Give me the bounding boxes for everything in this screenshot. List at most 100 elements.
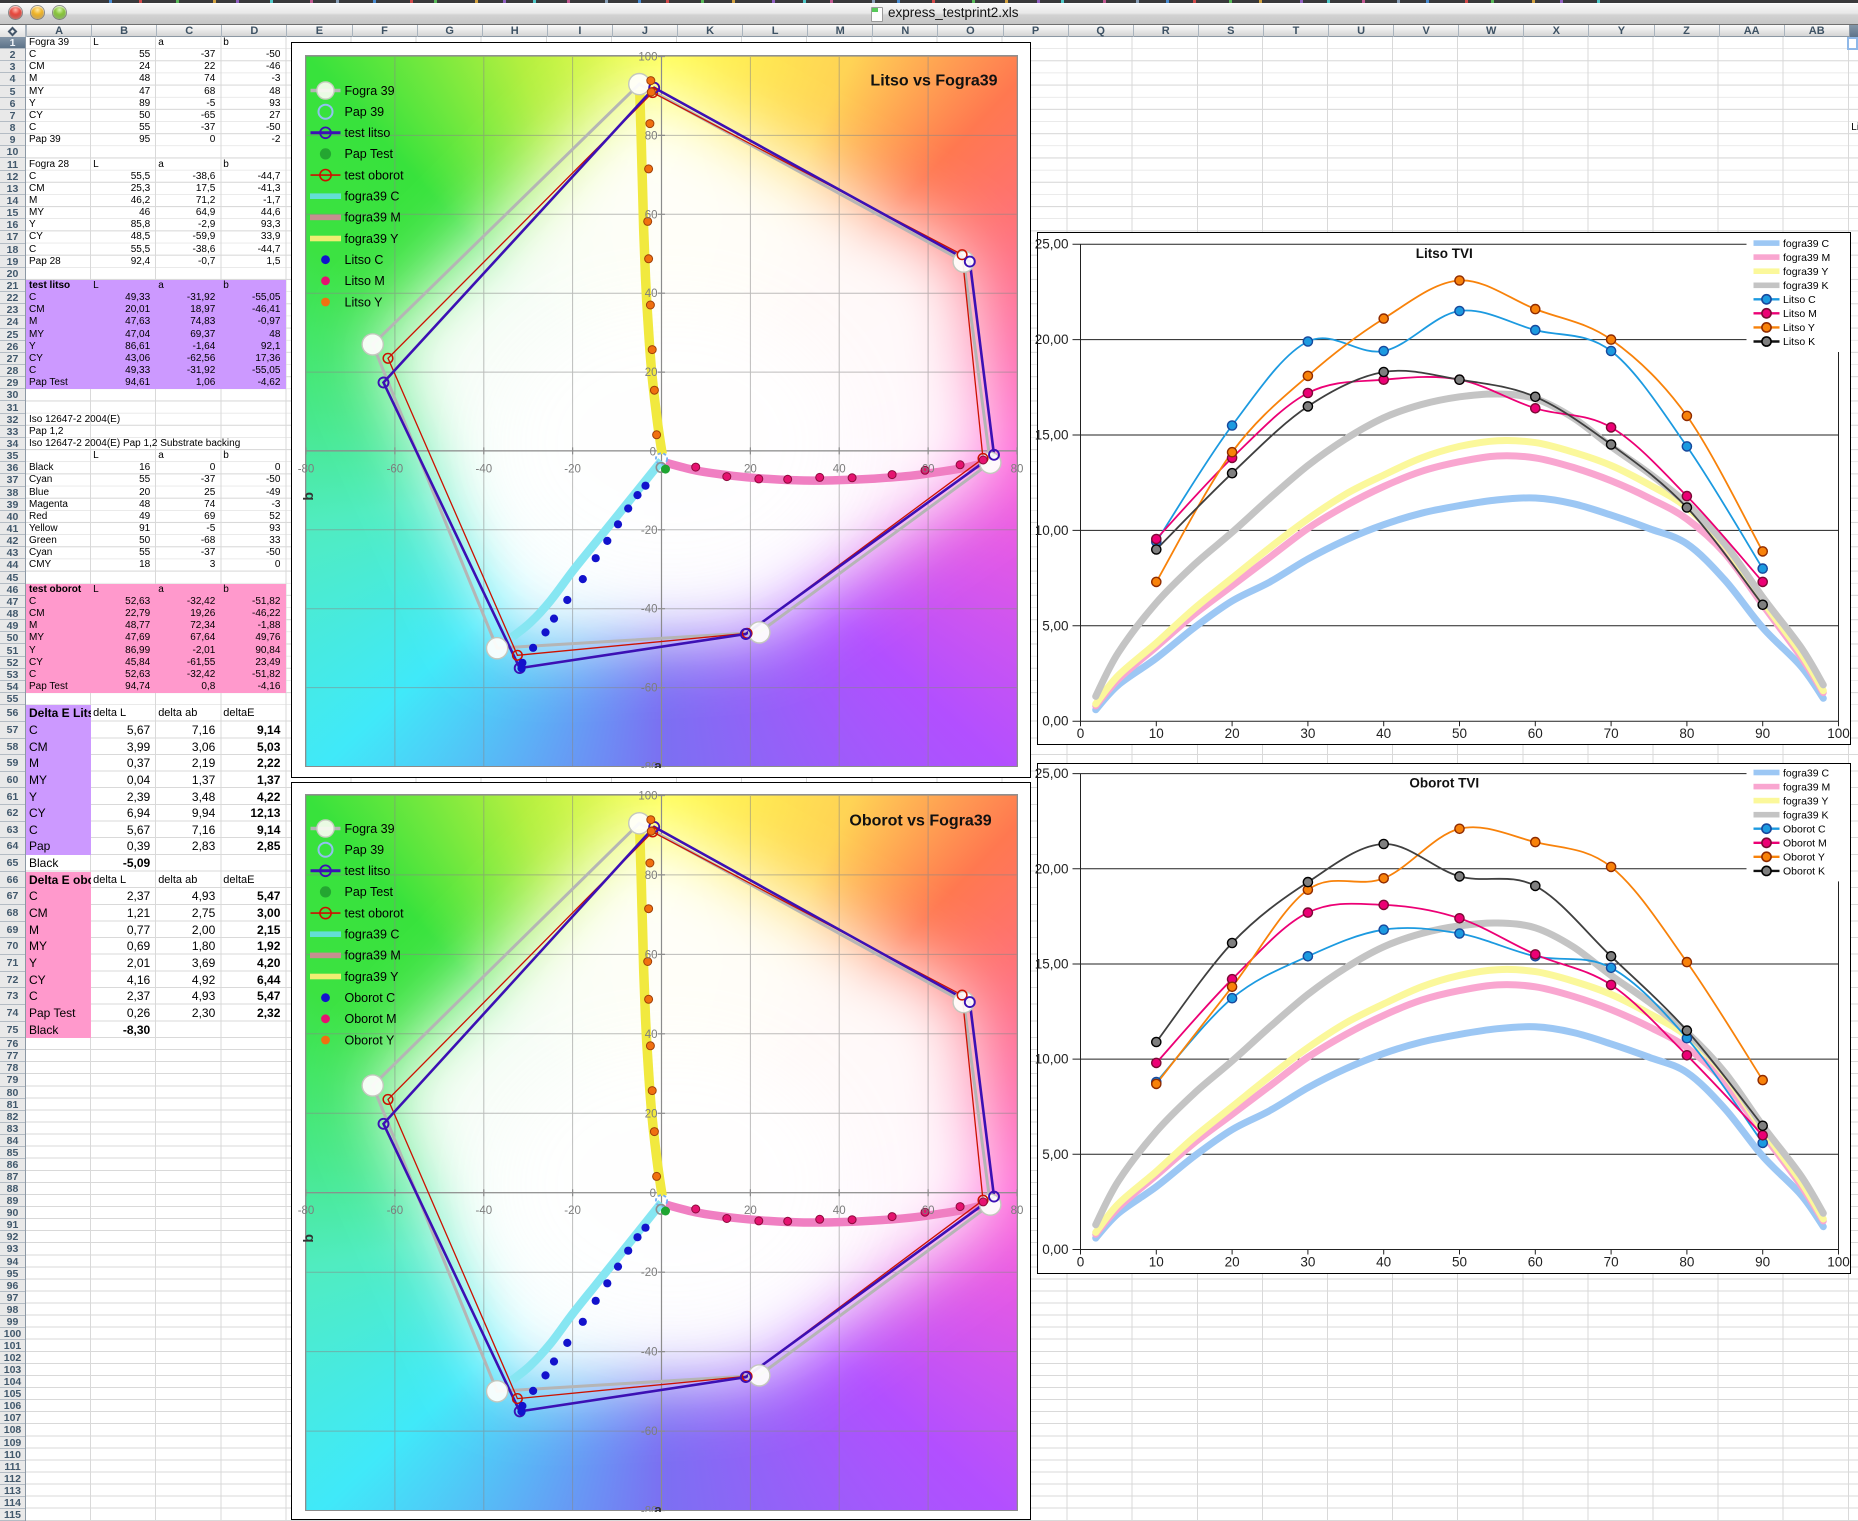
svg-text:test oborot: test oborot [344, 906, 404, 920]
svg-text:Pap 39: Pap 39 [344, 105, 384, 119]
svg-text:20: 20 [644, 367, 657, 379]
svg-text:Oborot C: Oborot C [344, 991, 395, 1005]
svg-text:Pap Test: Pap Test [344, 147, 393, 161]
svg-text:50: 50 [1451, 1254, 1466, 1269]
svg-text:Oborot M: Oborot M [344, 1012, 396, 1026]
svg-text:100: 100 [1827, 727, 1850, 742]
svg-text:fogra39 Y: fogra39 Y [344, 969, 399, 983]
svg-text:80: 80 [1679, 727, 1694, 742]
svg-text:Litso M: Litso M [344, 274, 384, 288]
svg-text:40: 40 [644, 288, 657, 300]
svg-text:40: 40 [644, 1028, 657, 1040]
svg-text:test oborot: test oborot [344, 168, 404, 182]
svg-text:-40: -40 [475, 463, 492, 475]
svg-text:Fogra 39: Fogra 39 [344, 821, 394, 835]
svg-text:70: 70 [1603, 727, 1618, 742]
svg-text:Litso K: Litso K [1783, 337, 1815, 349]
svg-text:10,00: 10,00 [1034, 1051, 1068, 1066]
svg-text:-40: -40 [640, 603, 657, 615]
svg-text:20,00: 20,00 [1034, 332, 1068, 347]
svg-text:Oborot Y: Oborot Y [344, 1033, 394, 1047]
svg-text:Oborot K: Oborot K [1783, 865, 1825, 877]
svg-text:fogra39 M: fogra39 M [344, 210, 400, 224]
svg-text:fogra39 Y: fogra39 Y [344, 231, 399, 245]
svg-text:0: 0 [649, 1188, 655, 1200]
svg-text:20: 20 [744, 1205, 757, 1217]
svg-text:fogra39 M: fogra39 M [344, 948, 400, 962]
svg-text:30: 30 [1300, 1254, 1315, 1269]
svg-text:20: 20 [744, 463, 757, 475]
svg-text:fogra39 C: fogra39 C [344, 189, 399, 203]
svg-text:80: 80 [1010, 463, 1023, 475]
svg-text:fogra39 C: fogra39 C [1783, 767, 1830, 779]
svg-text:Litso Y: Litso Y [344, 295, 383, 309]
svg-text:50: 50 [1451, 727, 1466, 742]
svg-text:40: 40 [1376, 1254, 1391, 1269]
svg-text:20: 20 [1224, 1254, 1239, 1269]
svg-text:fogra39 M: fogra39 M [1783, 781, 1830, 793]
svg-text:Litso TVI: Litso TVI [1415, 247, 1472, 262]
svg-text:Pap Test: Pap Test [344, 885, 393, 899]
svg-text:60: 60 [1527, 727, 1542, 742]
svg-text:-40: -40 [640, 1346, 657, 1358]
svg-text:60: 60 [1527, 1254, 1542, 1269]
svg-text:0: 0 [1076, 727, 1084, 742]
svg-text:5,00: 5,00 [1042, 1146, 1068, 1161]
svg-text:80: 80 [644, 869, 657, 881]
svg-text:Litso Y: Litso Y [1783, 323, 1815, 335]
svg-text:10: 10 [1148, 1254, 1163, 1269]
svg-text:fogra39 Y: fogra39 Y [1783, 266, 1828, 278]
svg-text:Pap 39: Pap 39 [344, 843, 384, 857]
svg-text:90: 90 [1755, 727, 1770, 742]
svg-text:-20: -20 [564, 463, 581, 475]
svg-text:a: a [654, 757, 662, 773]
svg-text:Oborot Y: Oborot Y [1783, 851, 1825, 863]
svg-text:-80: -80 [297, 1205, 314, 1217]
svg-text:10,00: 10,00 [1034, 523, 1068, 538]
svg-text:-80: -80 [297, 463, 314, 475]
svg-text:Oborot TVI: Oborot TVI [1409, 775, 1479, 790]
svg-text:70: 70 [1603, 1254, 1618, 1269]
svg-text:-40: -40 [475, 1205, 492, 1217]
svg-text:b: b [300, 1234, 316, 1243]
svg-text:40: 40 [1376, 727, 1391, 742]
svg-text:20: 20 [644, 1108, 657, 1120]
svg-text:0: 0 [649, 446, 655, 458]
svg-text:60: 60 [644, 949, 657, 961]
svg-text:15,00: 15,00 [1034, 428, 1068, 443]
svg-text:40: 40 [832, 1205, 845, 1217]
svg-text:fogra39 K: fogra39 K [1783, 280, 1829, 292]
svg-text:a: a [654, 1501, 662, 1517]
svg-text:Fogra 39: Fogra 39 [344, 83, 394, 97]
svg-text:100: 100 [638, 790, 657, 802]
svg-text:25,00: 25,00 [1034, 766, 1068, 781]
svg-text:Litso C: Litso C [344, 253, 383, 267]
svg-text:b: b [300, 492, 316, 501]
svg-text:fogra39 Y: fogra39 Y [1783, 795, 1828, 807]
svg-text:test litso: test litso [344, 864, 390, 878]
svg-text:100: 100 [638, 51, 657, 63]
svg-text:fogra39 M: fogra39 M [1783, 252, 1830, 264]
svg-text:60: 60 [921, 1205, 934, 1217]
svg-text:5,00: 5,00 [1042, 619, 1068, 634]
svg-text:-60: -60 [386, 1205, 403, 1217]
svg-text:60: 60 [644, 209, 657, 221]
svg-text:-60: -60 [386, 463, 403, 475]
svg-text:20: 20 [1224, 727, 1239, 742]
svg-text:-20: -20 [640, 524, 657, 536]
svg-text:10: 10 [1148, 727, 1163, 742]
svg-text:test litso: test litso [344, 126, 390, 140]
svg-text:fogra39 K: fogra39 K [1783, 809, 1829, 821]
svg-text:Oborot vs Fogra39: Oborot vs Fogra39 [849, 812, 991, 829]
svg-text:Litso M: Litso M [1783, 308, 1817, 320]
svg-text:25,00: 25,00 [1034, 237, 1068, 252]
svg-text:80: 80 [1679, 1254, 1694, 1269]
svg-text:15,00: 15,00 [1034, 956, 1068, 971]
svg-text:-20: -20 [564, 1205, 581, 1217]
svg-text:-60: -60 [640, 1426, 657, 1438]
svg-text:90: 90 [1755, 1254, 1770, 1269]
svg-text:30: 30 [1300, 727, 1315, 742]
svg-text:Litso C: Litso C [1783, 294, 1816, 306]
svg-text:0: 0 [1076, 1254, 1084, 1269]
svg-text:80: 80 [1010, 1205, 1023, 1217]
